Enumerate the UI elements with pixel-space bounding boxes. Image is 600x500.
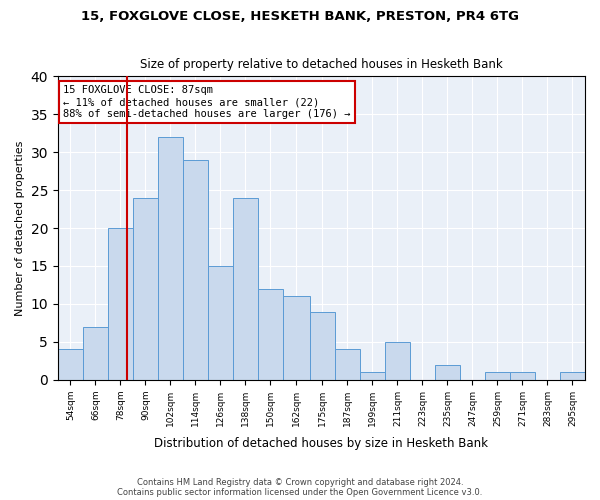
Bar [133, 198, 158, 380]
X-axis label: Distribution of detached houses by size in Hesketh Bank: Distribution of detached houses by size … [154, 437, 488, 450]
Bar [360, 372, 385, 380]
Bar [485, 372, 510, 380]
Bar [335, 350, 360, 380]
Bar [108, 228, 133, 380]
Bar [58, 350, 83, 380]
Bar [310, 312, 335, 380]
Bar [158, 137, 183, 380]
Bar [83, 326, 108, 380]
Title: Size of property relative to detached houses in Hesketh Bank: Size of property relative to detached ho… [140, 58, 503, 71]
Bar [560, 372, 585, 380]
Y-axis label: Number of detached properties: Number of detached properties [15, 140, 25, 316]
Bar [208, 266, 233, 380]
Text: 15, FOXGLOVE CLOSE, HESKETH BANK, PRESTON, PR4 6TG: 15, FOXGLOVE CLOSE, HESKETH BANK, PRESTO… [81, 10, 519, 23]
Text: 15 FOXGLOVE CLOSE: 87sqm
← 11% of detached houses are smaller (22)
88% of semi-d: 15 FOXGLOVE CLOSE: 87sqm ← 11% of detach… [63, 86, 350, 118]
Bar [258, 289, 283, 380]
Bar [283, 296, 310, 380]
Bar [385, 342, 410, 380]
Bar [183, 160, 208, 380]
Bar [233, 198, 258, 380]
Bar [435, 364, 460, 380]
Text: Contains HM Land Registry data © Crown copyright and database right 2024.
Contai: Contains HM Land Registry data © Crown c… [118, 478, 482, 497]
Bar [510, 372, 535, 380]
